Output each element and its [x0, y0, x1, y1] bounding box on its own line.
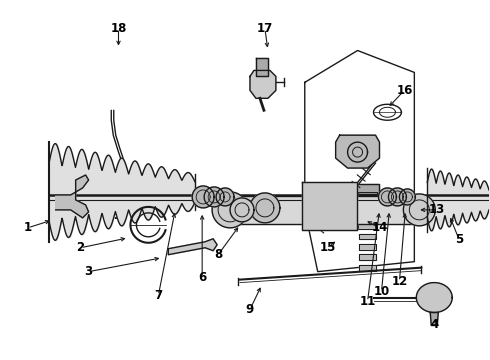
Text: 7: 7: [154, 289, 162, 302]
Text: 18: 18: [110, 22, 127, 35]
Polygon shape: [250, 71, 276, 98]
Polygon shape: [430, 312, 438, 325]
Text: 8: 8: [214, 248, 222, 261]
Polygon shape: [359, 234, 376, 239]
Text: 9: 9: [246, 303, 254, 316]
Polygon shape: [378, 188, 396, 206]
Polygon shape: [359, 265, 376, 271]
Polygon shape: [356, 184, 379, 194]
Text: 5: 5: [455, 233, 464, 246]
Text: 17: 17: [257, 22, 273, 35]
Text: 16: 16: [396, 84, 413, 97]
Text: 11: 11: [359, 295, 376, 308]
Polygon shape: [230, 196, 419, 224]
Text: 6: 6: [198, 271, 206, 284]
Text: 10: 10: [373, 285, 390, 298]
Text: 2: 2: [76, 241, 85, 254]
Text: 1: 1: [24, 221, 32, 234]
Polygon shape: [192, 186, 214, 208]
Polygon shape: [230, 198, 254, 222]
Polygon shape: [216, 188, 234, 206]
Polygon shape: [416, 283, 452, 312]
Text: 3: 3: [85, 265, 93, 278]
Polygon shape: [358, 202, 377, 208]
Text: 4: 4: [430, 318, 439, 331]
Polygon shape: [399, 189, 416, 205]
Polygon shape: [403, 194, 435, 226]
Polygon shape: [358, 223, 377, 229]
Polygon shape: [359, 244, 376, 250]
Polygon shape: [56, 175, 89, 218]
Polygon shape: [256, 58, 268, 76]
Polygon shape: [212, 192, 248, 228]
Polygon shape: [389, 188, 406, 206]
Text: 13: 13: [429, 203, 445, 216]
Text: 12: 12: [392, 275, 408, 288]
Text: 15: 15: [319, 241, 336, 254]
Polygon shape: [302, 182, 357, 230]
Polygon shape: [336, 135, 379, 168]
Polygon shape: [168, 239, 217, 255]
Polygon shape: [359, 254, 376, 260]
Polygon shape: [204, 187, 224, 207]
Polygon shape: [250, 193, 280, 223]
Text: 14: 14: [371, 221, 388, 234]
Polygon shape: [358, 213, 377, 219]
Polygon shape: [358, 192, 377, 198]
